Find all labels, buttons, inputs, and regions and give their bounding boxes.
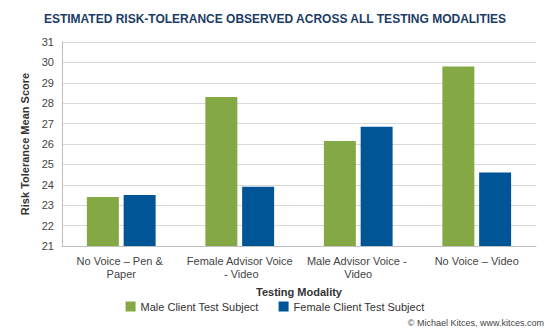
svg-text:No Voice – Pen &: No Voice – Pen & [77, 255, 166, 267]
svg-text:29: 29 [42, 77, 54, 89]
svg-text:22: 22 [42, 220, 54, 232]
svg-text:24: 24 [42, 179, 54, 191]
svg-text:Female Client Test Subject: Female Client Test Subject [294, 301, 425, 313]
svg-text:31: 31 [42, 36, 54, 48]
svg-text:30: 30 [42, 56, 54, 68]
svg-text:21: 21 [42, 240, 54, 252]
svg-text:No Voice – Video: No Voice – Video [435, 255, 519, 267]
svg-text:26: 26 [42, 138, 54, 150]
svg-text:Video: Video [344, 268, 372, 280]
svg-text:Risk Tolerance Mean Score: Risk Tolerance Mean Score [19, 73, 31, 215]
svg-text:27: 27 [42, 118, 54, 130]
svg-text:Female Advisor Voice: Female Advisor Voice [187, 255, 293, 267]
svg-text:Male Advisor Voice -: Male Advisor Voice - [307, 255, 410, 267]
svg-text:- Video: - Video [221, 268, 259, 280]
svg-text:Testing Modality: Testing Modality [256, 286, 343, 298]
svg-text:23: 23 [42, 199, 54, 211]
svg-text:25: 25 [42, 158, 54, 170]
svg-text:© Michael Kitces, www.kitces.c: © Michael Kitces, www.kitces.com [408, 318, 544, 328]
svg-text:ESTIMATED RISK-TOLERANCE OBSER: ESTIMATED RISK-TOLERANCE OBSERVED ACROSS… [44, 12, 506, 26]
svg-text:Male Client Test Subject: Male Client Test Subject [141, 301, 259, 313]
svg-text:Paper: Paper [107, 268, 137, 280]
svg-text:28: 28 [42, 97, 54, 109]
